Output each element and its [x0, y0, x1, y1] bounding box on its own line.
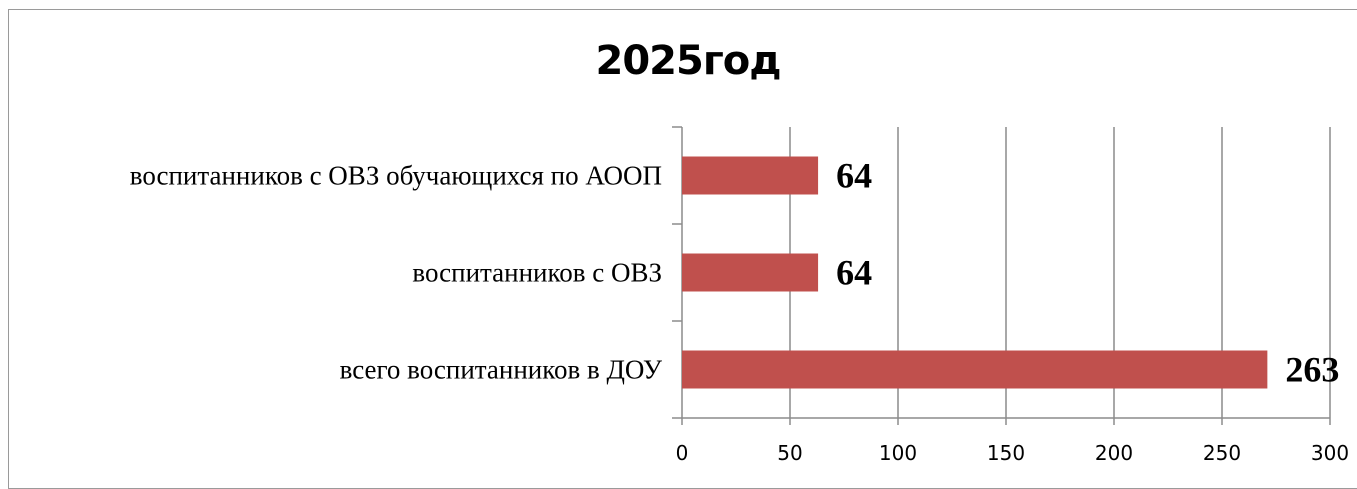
data-label: 64 — [836, 253, 872, 293]
chart-title: 2025год — [595, 38, 781, 84]
labels: 0 50 100 150 200 250 300 воспитанников с ОВЗ об… — [130, 156, 1349, 466]
x-tick-label: 200 — [1095, 441, 1133, 465]
x-tick-label: 300 — [1311, 441, 1349, 465]
x-tick-label: 50 — [777, 441, 802, 465]
x-tick-label: 250 — [1203, 441, 1241, 465]
x-tick-label: 150 — [987, 441, 1025, 465]
bar — [682, 156, 819, 195]
category-label: воспитанников с ОВЗ — [412, 258, 662, 288]
bar — [682, 253, 819, 292]
data-label: 64 — [836, 156, 872, 196]
bar — [682, 350, 1268, 389]
category-label: воспитанников с ОВЗ обучающихся по АООП — [130, 161, 662, 191]
category-label: всего воспитанников в ДОУ — [340, 355, 663, 385]
x-tick-label: 0 — [676, 441, 689, 465]
x-tick-label: 100 — [879, 441, 917, 465]
data-label: 263 — [1285, 350, 1339, 390]
bars — [682, 156, 1268, 389]
